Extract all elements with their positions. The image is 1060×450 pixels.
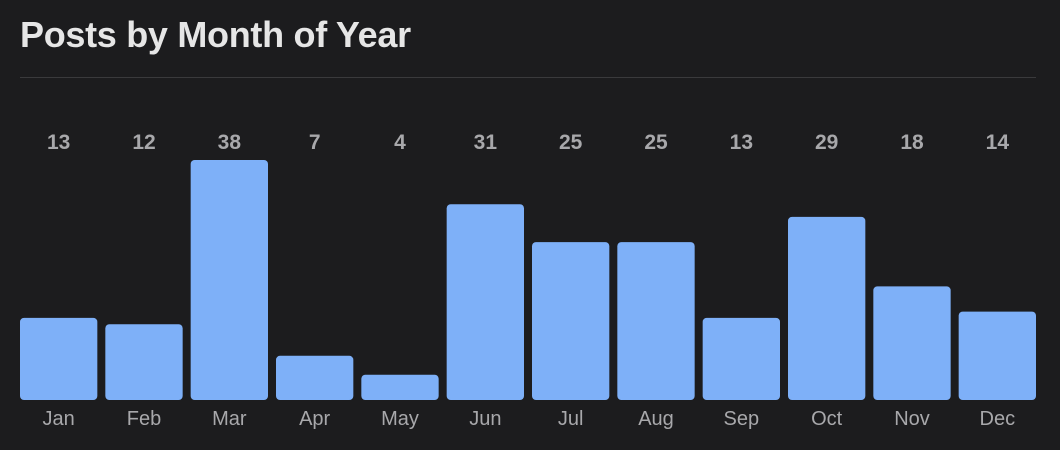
category-label-oct: Oct (811, 408, 843, 430)
bar-aug (617, 242, 695, 400)
bar-apr (276, 355, 354, 400)
bar-nov (873, 286, 951, 400)
value-label-sep: 13 (730, 131, 753, 154)
bar-dec (958, 311, 1036, 400)
value-label-nov: 18 (900, 131, 924, 154)
category-label-dec: Dec (980, 408, 1016, 430)
chart-title: Posts by Month of Year (20, 14, 411, 55)
value-label-dec: 14 (986, 131, 1010, 154)
category-label-may: May (381, 408, 419, 430)
category-label-jul: Jul (558, 408, 584, 430)
bar-mar (190, 160, 268, 400)
category-label-apr: Apr (299, 408, 330, 430)
bar-may (361, 374, 439, 400)
value-label-oct: 29 (815, 131, 838, 154)
category-label-aug: Aug (638, 408, 674, 430)
bars (20, 160, 1036, 400)
value-label-jan: 13 (47, 131, 70, 154)
title-divider (20, 77, 1036, 78)
value-label-aug: 25 (644, 131, 668, 154)
bar-jul (532, 242, 610, 400)
bar-jun (446, 204, 524, 400)
category-label-feb: Feb (127, 408, 161, 430)
value-label-jul: 25 (559, 131, 583, 154)
category-label-jan: Jan (43, 408, 75, 430)
value-label-mar: 38 (218, 131, 242, 154)
bar-jan (20, 317, 98, 400)
category-label-nov: Nov (894, 408, 930, 430)
category-labels: Jan Feb Mar Apr May Jun Jul Aug Sep Oct Nov Dec (43, 408, 1016, 430)
value-label-feb: 12 (132, 131, 155, 154)
bar-sep (702, 317, 780, 400)
category-label-mar: Mar (212, 408, 247, 430)
bar-feb (105, 324, 183, 400)
category-label-sep: Sep (724, 408, 760, 430)
value-label-apr: 7 (309, 131, 321, 154)
category-label-jun: Jun (469, 408, 501, 430)
bar-oct (788, 216, 866, 400)
value-label-may: 4 (394, 131, 406, 154)
value-label-jun: 31 (474, 131, 498, 154)
value-labels: 13 12 38 7 4 31 25 25 13 29 18 14 (47, 131, 1009, 154)
